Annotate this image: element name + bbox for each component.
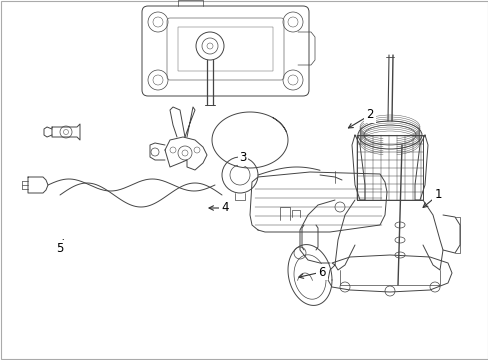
Text: 1: 1 [433,189,441,202]
Text: 4: 4 [221,202,228,215]
Text: 6: 6 [318,265,325,279]
Text: 3: 3 [239,152,246,165]
Text: 5: 5 [56,242,63,255]
Text: 2: 2 [366,108,373,121]
